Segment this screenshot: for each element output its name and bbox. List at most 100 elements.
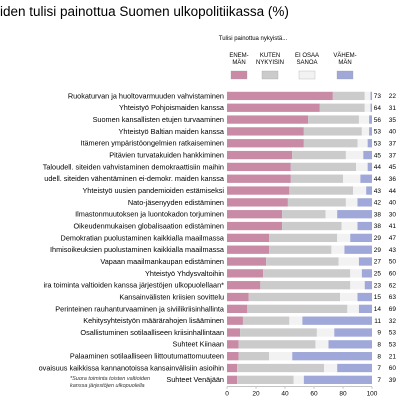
- category-labels: Ruokaturvan ja huoltovarmuuden vahvistam…: [39, 91, 225, 384]
- bar-segment: [227, 150, 293, 160]
- category-label: Ruokaturvan ja huoltovarmuuden vahvistam…: [68, 91, 224, 100]
- value-label-more: 7: [377, 377, 381, 384]
- value-label-more: 8: [377, 353, 381, 360]
- bar-segment: [360, 174, 372, 183]
- bar-segment: [334, 328, 372, 337]
- value-label-more: 73: [374, 93, 382, 100]
- bar-segment: [357, 198, 372, 207]
- value-label-same: 62: [389, 282, 397, 289]
- bar-segment: [227, 233, 270, 243]
- value-label-same: 37: [389, 140, 397, 147]
- bar-segment: [303, 375, 372, 384]
- value-label-more: 45: [374, 152, 382, 159]
- bar-segment: [290, 174, 343, 183]
- plot-area: [227, 91, 372, 384]
- category-label: Palaaminen sotilaalliseen liittoutumatto…: [70, 352, 224, 361]
- category-label: Osallistuminen sotilaalliseen kriisinhal…: [80, 328, 224, 337]
- x-tick-label: 20: [252, 390, 260, 397]
- bar-segment: [227, 316, 243, 325]
- legend-label: ENEM-: [229, 53, 248, 59]
- value-label-more: 42: [374, 200, 382, 207]
- bar-segment: [356, 162, 368, 172]
- bar-segment: [242, 316, 290, 325]
- bar-segment: [302, 316, 372, 325]
- category-label: Kansainvälisten kriisien sovittelu: [119, 292, 224, 301]
- bar-segment: [341, 221, 358, 231]
- bar-segment: [369, 127, 372, 136]
- bar-segment: [227, 103, 320, 112]
- x-tick-label: 60: [310, 390, 318, 397]
- footnote: *Suora toiminta toisten valtioiden kanss…: [70, 376, 151, 389]
- value-label-more: 53: [374, 129, 382, 136]
- value-label-same: 40: [389, 129, 397, 136]
- legend-label: MÄN: [338, 59, 351, 66]
- bar-segment: [227, 375, 238, 384]
- bar-segment: [332, 91, 365, 101]
- bar-segment: [357, 221, 372, 231]
- bar-segment: [227, 269, 264, 278]
- value-label-same: 41: [389, 223, 397, 230]
- bar-segment: [350, 233, 372, 243]
- bar-segment: [338, 257, 359, 266]
- value-label-same: 53: [389, 342, 397, 349]
- value-label-same: 60: [389, 271, 397, 278]
- x-tick-label: 80: [339, 390, 347, 397]
- value-label-same: 53: [389, 330, 397, 337]
- value-label-same: 47: [389, 235, 397, 242]
- bar-segment: [227, 281, 261, 290]
- bar-segment: [260, 281, 351, 290]
- value-label-same: 30: [389, 211, 397, 218]
- value-label-more: 38: [374, 223, 382, 230]
- bar-segment: [361, 127, 370, 136]
- bar-segment: [319, 103, 365, 112]
- bar-segment: [248, 292, 341, 302]
- value-label-more: 38: [374, 211, 382, 218]
- bar-segment: [227, 139, 304, 148]
- x-tick-label: 40: [281, 390, 289, 397]
- value-label-more: 29: [374, 247, 382, 254]
- bar-segment: [315, 340, 329, 349]
- x-axis: 0 20 40 60 80 100: [225, 386, 378, 397]
- bar-segment: [303, 139, 358, 148]
- value-label-same: 21: [389, 353, 397, 360]
- bar-segment: [237, 363, 325, 373]
- x-tick-label: 100: [367, 390, 378, 397]
- value-label-more: 11: [374, 318, 381, 325]
- bar-segment: [367, 139, 372, 148]
- bar-segment: [369, 115, 372, 124]
- bar-segment: [350, 269, 362, 278]
- bar-segment: [263, 269, 351, 278]
- bar-segment: [325, 210, 338, 219]
- category-label: Suomen kansallisten etujen turvaaminen: [93, 115, 224, 124]
- legend-label: EI OSAA: [295, 53, 319, 59]
- bar-segment: [227, 174, 291, 183]
- bar-segment: [289, 316, 303, 325]
- bar-segment: [361, 269, 372, 278]
- bar-segment: [357, 139, 368, 148]
- bar-segment: [227, 210, 283, 219]
- value-label-same: 32: [389, 318, 397, 325]
- bar-segment: [266, 257, 339, 266]
- bar-segment: [345, 198, 358, 207]
- bar-segment: [287, 198, 346, 207]
- bar-segment: [269, 245, 332, 254]
- category-label: Pitävien turvatakuiden hankkiminen: [109, 150, 224, 159]
- legend-swatch: [230, 70, 248, 80]
- bar-segment: [324, 363, 338, 373]
- value-label-more: 64: [374, 105, 382, 112]
- bar-segment: [292, 352, 372, 361]
- value-label-same: 45: [389, 164, 397, 171]
- bar-segment: [345, 150, 364, 160]
- value-label-more: 27: [374, 259, 382, 266]
- category-label: Suhteet Kiinaan: [172, 340, 224, 349]
- bar-segment: [337, 363, 372, 373]
- bar-segment: [370, 91, 372, 101]
- value-label-same: 39: [389, 377, 397, 384]
- bar-segment: [227, 115, 309, 124]
- bar-segment: [282, 221, 342, 231]
- bar-segment: [227, 245, 270, 254]
- bar-segment: [227, 91, 333, 101]
- bar-segment: [331, 245, 345, 254]
